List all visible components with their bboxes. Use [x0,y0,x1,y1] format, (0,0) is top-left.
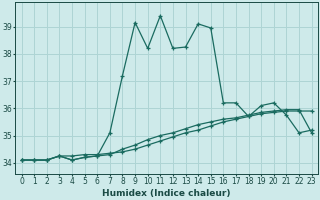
X-axis label: Humidex (Indice chaleur): Humidex (Indice chaleur) [102,189,231,198]
